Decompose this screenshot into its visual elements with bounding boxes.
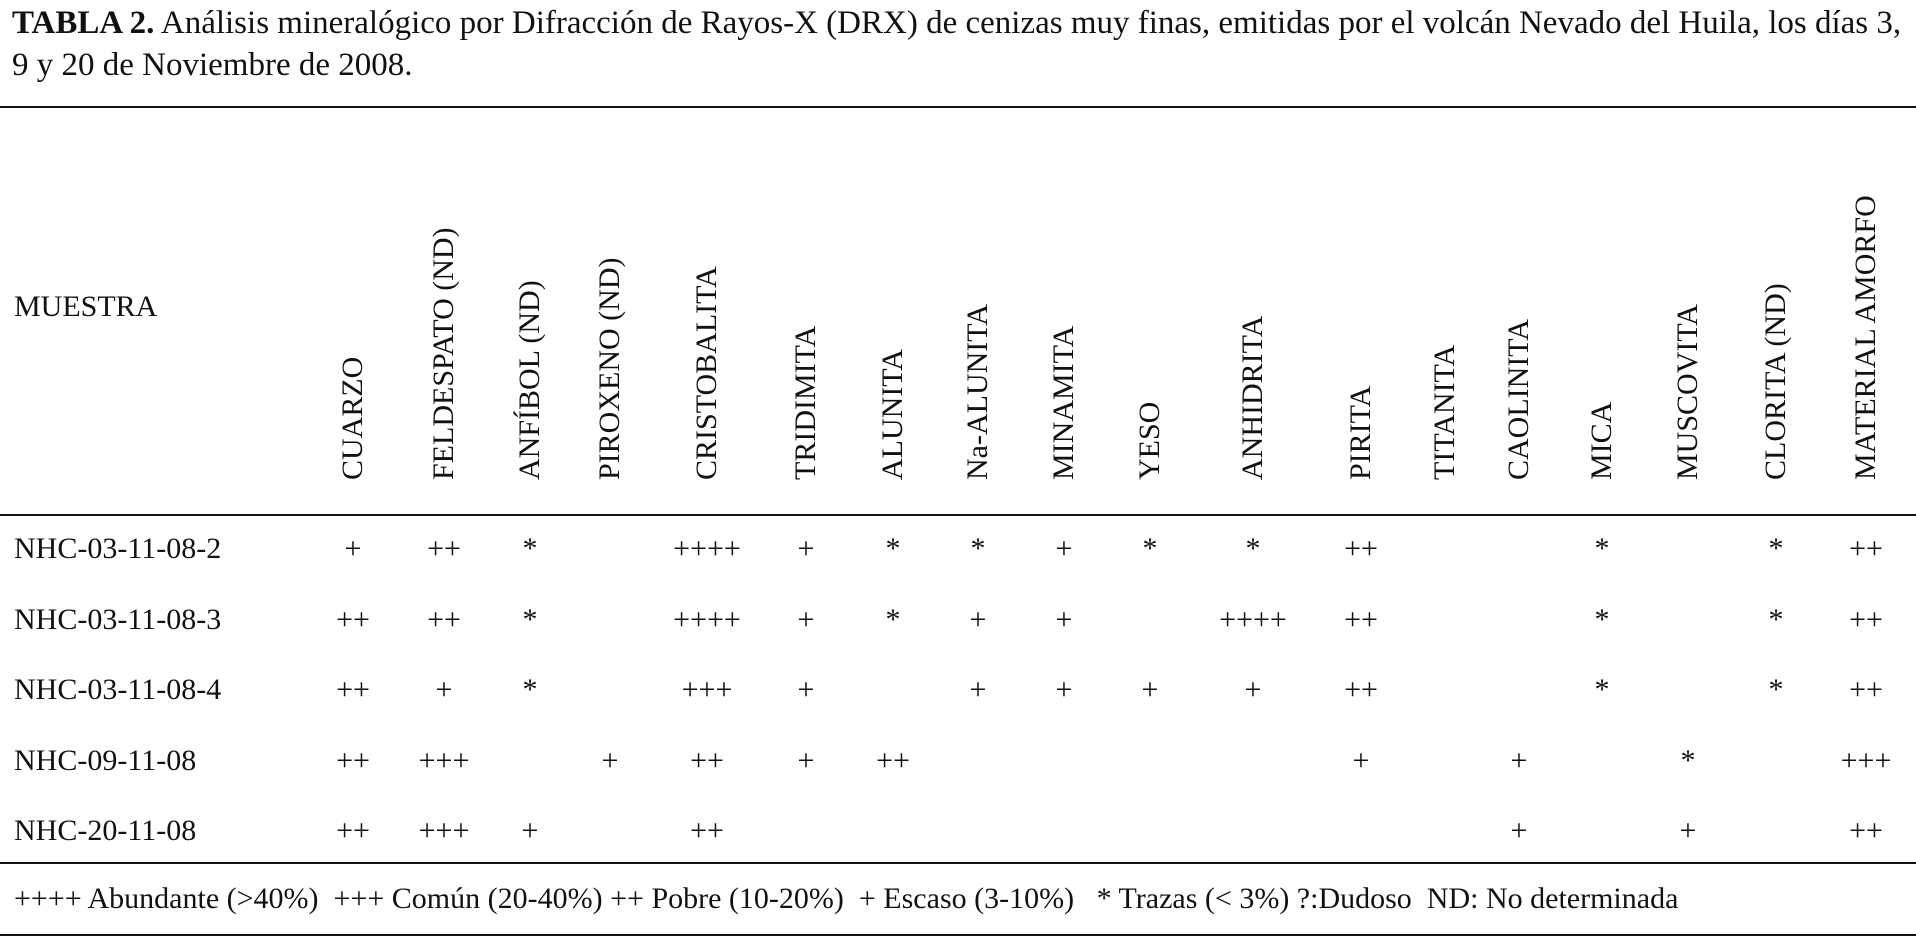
table-cell: *: [1768, 673, 1784, 706]
table-cell: ++: [336, 814, 370, 847]
table-cell: ++: [427, 603, 461, 636]
table-cell: ++++: [673, 532, 741, 565]
top-rule: [0, 106, 1916, 108]
table-cell: ++: [336, 673, 370, 706]
table-cell: ++: [336, 603, 370, 636]
table-cell: ++: [427, 532, 461, 565]
table-cell: ++++: [1219, 603, 1287, 636]
table-cell: +: [1510, 744, 1528, 777]
column-header-label: CUARZO: [336, 356, 369, 480]
table-cell: +: [1510, 814, 1528, 847]
table-cell: ++: [1344, 603, 1378, 636]
table-cell: +: [969, 603, 987, 636]
table-cell: +: [797, 603, 815, 636]
column-header-label: YESO: [1133, 401, 1166, 480]
footer-rule: [0, 862, 1916, 864]
table-cell: +: [1679, 814, 1697, 847]
table-cell: +: [1055, 673, 1073, 706]
table-cell: +: [1055, 532, 1073, 565]
table-cell: ++: [336, 744, 370, 777]
column-header-label: CLORITA (ND): [1759, 283, 1792, 480]
header-rule: [0, 514, 1916, 516]
column-header-label: ALUNITA: [876, 349, 909, 480]
column-header-label: CAOLINITA: [1502, 319, 1535, 480]
column-header-label: TITANITA: [1428, 344, 1461, 480]
sample-id: NHC-03-11-08-2: [14, 532, 222, 565]
sample-id: NHC-20-11-08: [14, 814, 197, 847]
column-header-label: TRIDIMITA: [789, 325, 822, 480]
table-cell: *: [1768, 603, 1784, 636]
table-cell: *: [522, 673, 538, 706]
caption-label: TABLA 2.: [12, 5, 155, 41]
table-cell: ++: [690, 814, 724, 847]
table-cell: +: [797, 532, 815, 565]
sample-id: NHC-09-11-08: [14, 744, 197, 777]
table-cell: ++: [1849, 814, 1883, 847]
legend-text: ++++ Abundante (>40%) +++ Común (20-40%)…: [14, 882, 1679, 915]
table-cell: ++: [1849, 532, 1883, 565]
column-header-label: MINAMITA: [1047, 325, 1080, 480]
column-header-label: MATERIAL AMORFO: [1849, 195, 1882, 480]
table-cell: +: [435, 673, 453, 706]
column-header-label: FELDESPATO (ND): [427, 227, 460, 480]
table-cell: +++: [418, 744, 470, 777]
table-cell: *: [1680, 744, 1696, 777]
table-cell: +: [1141, 673, 1159, 706]
table-cell: *: [885, 603, 901, 636]
column-header-label: Na-ALUNITA: [961, 304, 994, 480]
table-cell: *: [885, 532, 901, 565]
bottom-rule: [0, 934, 1916, 936]
table-cell: ++: [1344, 673, 1378, 706]
column-header-label: CRISTOBALITA: [690, 266, 723, 480]
table-cell: *: [970, 532, 986, 565]
column-header-label: PIRITA: [1344, 385, 1377, 480]
table-cell: *: [1768, 532, 1784, 565]
table-cell: *: [1245, 532, 1261, 565]
sample-id: NHC-03-11-08-4: [14, 673, 222, 706]
table-cell: +: [344, 532, 362, 565]
table-cell: ++: [1849, 603, 1883, 636]
table-cell: +: [797, 673, 815, 706]
table-cell: +: [969, 673, 987, 706]
column-header-label: MICA: [1585, 401, 1618, 480]
table-cell: ++: [876, 744, 910, 777]
table-cell: +++: [1840, 744, 1892, 777]
table-cell: *: [522, 532, 538, 565]
table-cell: *: [1594, 603, 1610, 636]
sample-id: NHC-03-11-08-3: [14, 603, 222, 636]
table-cell: *: [1594, 532, 1610, 565]
table-cell: *: [522, 603, 538, 636]
table-cell: +: [601, 744, 619, 777]
column-header-label: MUSCOVITA: [1671, 304, 1704, 480]
table-caption: TABLA 2. Análisis mineralógico por Difra…: [12, 2, 1908, 86]
table-cell: *: [1594, 673, 1610, 706]
table-cell: ++: [690, 744, 724, 777]
table-cell: ++: [1849, 673, 1883, 706]
table-cell: +++: [418, 814, 470, 847]
row-header-muestra: MUESTRA: [14, 290, 158, 323]
table-cell: +: [521, 814, 539, 847]
column-header-label: PIROXENO (ND): [593, 257, 626, 480]
column-header-label: ANFÍBOL (ND): [513, 280, 546, 480]
table-cell: ++++: [673, 603, 741, 636]
table-cell: +: [1352, 744, 1370, 777]
table-cell: *: [1142, 532, 1158, 565]
table-cell: +: [797, 744, 815, 777]
table-cell: +: [1055, 603, 1073, 636]
column-header-label: ANHIDRITA: [1236, 315, 1269, 480]
table-cell: +++: [681, 673, 733, 706]
caption-text: Análisis mineralógico por Difracción de …: [12, 5, 1902, 83]
table-cell: ++: [1344, 532, 1378, 565]
table-cell: +: [1244, 673, 1262, 706]
